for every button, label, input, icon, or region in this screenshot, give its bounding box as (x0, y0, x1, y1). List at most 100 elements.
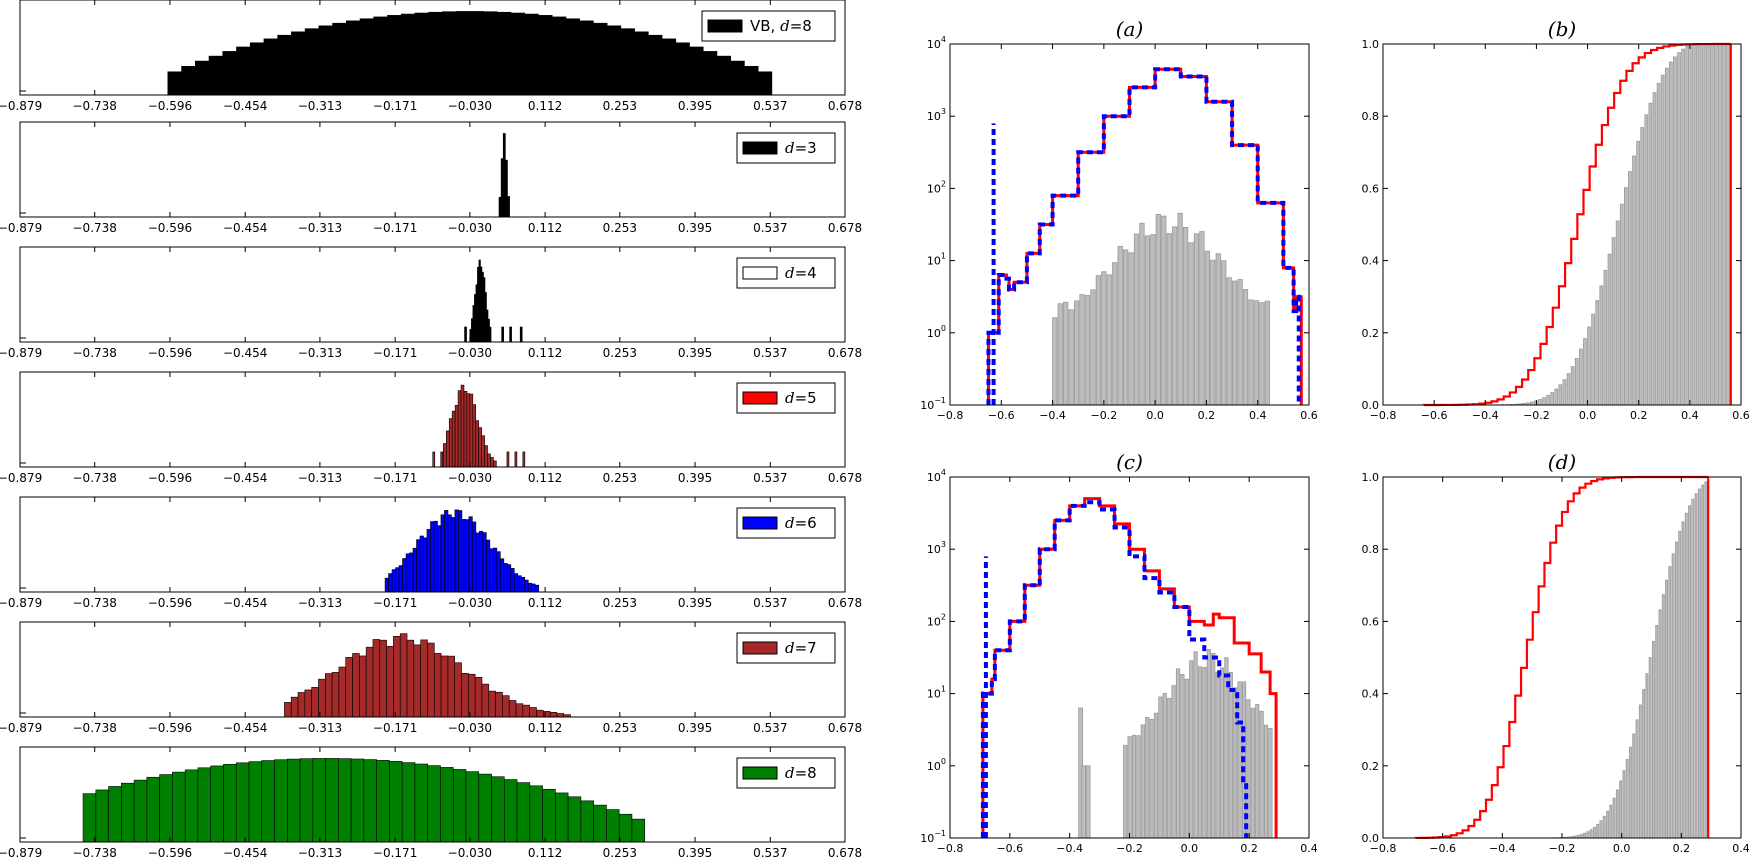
gray-bar (1642, 689, 1646, 839)
x-tick-label: 0.112 (528, 346, 562, 360)
bar-d8 (197, 767, 212, 843)
gray-bar (1177, 212, 1183, 406)
x-tick-label: −0.2 (1090, 409, 1117, 422)
bar-d7 (324, 673, 333, 718)
x-tick-label: −0.596 (148, 596, 192, 610)
bar-d7 (372, 639, 381, 718)
bar-d7 (386, 645, 394, 718)
y-tick-label: 100 (927, 324, 946, 340)
gray-bar (1144, 235, 1151, 406)
gray-bar (1263, 724, 1269, 839)
x-tick-label: 0.112 (528, 846, 562, 860)
gray-bar (1704, 481, 1708, 839)
bar-d6 (447, 514, 452, 593)
bar-d8 (542, 788, 556, 843)
legend-swatch (742, 641, 778, 655)
bar-d6 (430, 521, 435, 593)
y-tick-label: 10−1 (920, 829, 946, 845)
x-tick-label: 0.395 (678, 346, 712, 360)
bar-vb8 (648, 34, 663, 96)
x-tick-label: 0.678 (828, 346, 862, 360)
bar-d6 (503, 563, 508, 593)
bar-vb8 (538, 15, 553, 96)
gray-bar (1661, 594, 1665, 839)
gray-bar (1689, 43, 1694, 406)
bar-vb8 (510, 12, 526, 96)
bar-d8 (338, 758, 352, 843)
gray-bar (1622, 770, 1626, 839)
x-tick-label: 0.112 (528, 471, 562, 485)
x-tick-label: 0.253 (603, 99, 637, 113)
bar-vb8 (579, 20, 594, 96)
x-tick-label: −0.596 (148, 846, 192, 860)
bar-d8 (478, 773, 492, 843)
bar-d5 (451, 410, 456, 468)
bar-d8 (452, 769, 467, 843)
x-tick-label: −0.454 (223, 346, 267, 360)
bar-vb8 (428, 11, 443, 96)
gray-bar (1651, 641, 1655, 839)
x-tick-label: −0.4 (1039, 409, 1066, 422)
gray-bar (1158, 696, 1163, 839)
bar-d6 (395, 567, 400, 593)
bar-vb8 (291, 31, 306, 96)
bar-d7 (311, 687, 319, 718)
gray-bar (1648, 657, 1652, 839)
bar-d6 (409, 552, 414, 593)
right-panel-d: (d) −0.8 −0.6 −0.4 −0.2 0.0 0.2 0.4 0.0 0.2 0.4 0.6… (1362, 450, 1750, 855)
x-tick-label: −0.879 (0, 346, 42, 360)
x-tick-label: −0.738 (73, 471, 117, 485)
y-tick-label: 0.6 (1362, 182, 1380, 195)
x-tick-label: −0.8 (937, 842, 964, 855)
bar-d7 (406, 639, 415, 718)
y-tick-label: 1.0 (1362, 471, 1380, 484)
bar-d8 (159, 774, 173, 843)
gray-bar (1697, 488, 1701, 839)
bar-d7 (447, 655, 456, 718)
bar-d3 (498, 196, 502, 218)
bar-vb8 (249, 42, 265, 96)
bar-vb8 (620, 28, 635, 96)
bar-d5 (506, 451, 510, 468)
bar-d8 (274, 759, 288, 843)
x-tick-label: −0.879 (0, 596, 42, 610)
x-tick-label: 0.537 (753, 596, 787, 610)
x-tick-label: −0.596 (148, 721, 192, 735)
x-tick-label: 0.678 (828, 471, 862, 485)
panel-title: (b) (1548, 17, 1576, 41)
legend-label: d=8 (785, 764, 817, 782)
plot-frame (19, 746, 846, 843)
gray-bar (1133, 233, 1140, 406)
y-tick-label: 0.0 (1362, 832, 1380, 845)
gray-bar (1599, 820, 1603, 839)
x-tick-label: 0.0 (1181, 842, 1199, 855)
x-tick-label: 0.2 (1630, 409, 1648, 422)
gray-bar (1681, 48, 1685, 406)
gray-bar (1685, 45, 1690, 406)
x-tick-label: −0.2 (1549, 842, 1576, 855)
x-tick-label: 0.112 (528, 596, 562, 610)
bar-d7 (297, 692, 306, 718)
gray-bar (1658, 609, 1662, 839)
x-tick-label: 0.4 (1681, 409, 1699, 422)
bar-d8 (350, 758, 365, 843)
plot-frame (19, 371, 846, 468)
bar-d7 (433, 653, 442, 718)
x-tick-label: 0.395 (678, 846, 712, 860)
x-tick-label: 0.0 (1146, 409, 1164, 422)
gray-bar (1189, 660, 1194, 839)
x-tick-label: −0.454 (223, 596, 267, 610)
plot-frame (19, 621, 846, 718)
x-tick-label: 0.2 (1198, 409, 1216, 422)
y-tick-label: 0.8 (1362, 110, 1380, 123)
gray-bar (1193, 233, 1200, 406)
gray-bar (1171, 685, 1176, 839)
gray-bar (1726, 43, 1730, 406)
gray-bar (1161, 215, 1167, 406)
y-tick-label: 0.2 (1362, 327, 1380, 340)
bar-d6 (416, 539, 421, 593)
y-tick-label: 0.8 (1362, 543, 1380, 556)
bar-d6 (510, 568, 515, 593)
bar-d7 (488, 690, 496, 718)
gray-bar (1180, 674, 1185, 839)
